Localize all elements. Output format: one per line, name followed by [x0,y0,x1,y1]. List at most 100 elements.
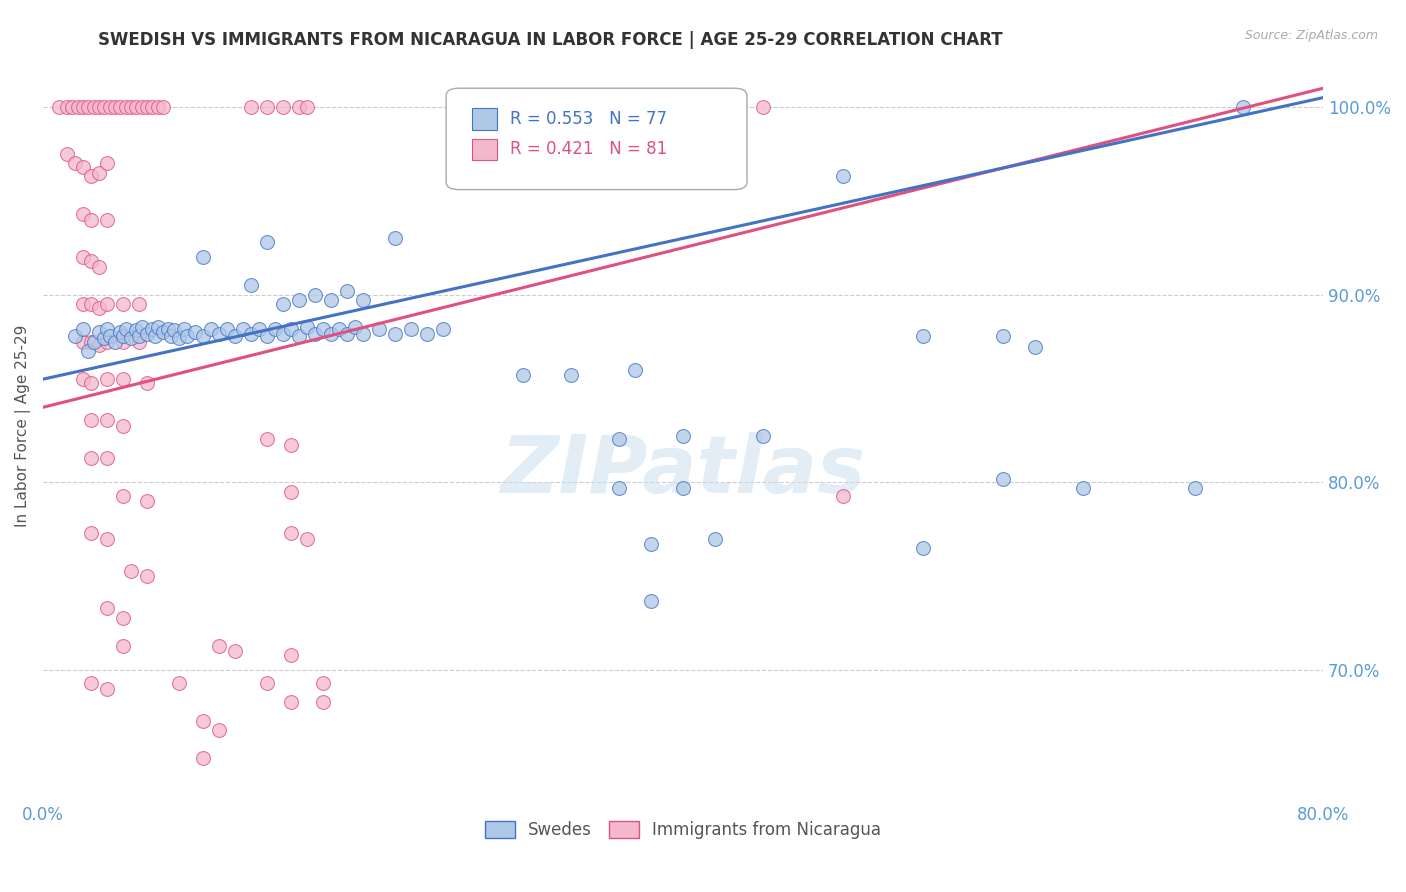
Point [295,319,318,334]
Point [115,100,138,114]
Text: ZIPatlas: ZIPatlas [501,433,866,510]
Point [1232,100,1254,114]
FancyBboxPatch shape [446,88,747,190]
Point [704,100,727,114]
Point [135,327,157,342]
Point [111,489,134,503]
Point [607,481,630,495]
Point [343,319,366,334]
Point [624,363,647,377]
Point [312,676,335,690]
Point [280,526,302,541]
Point [87,100,110,114]
Point [104,334,127,349]
Point [352,327,374,342]
Point [83,100,105,114]
Point [80,450,103,465]
Point [87,260,110,274]
Point [87,166,110,180]
Point [76,344,98,359]
Point [152,100,174,114]
Point [56,100,79,114]
Point [256,329,278,343]
Point [135,376,157,390]
Point [63,329,86,343]
Point [256,235,278,249]
Point [72,207,94,221]
Point [239,278,262,293]
Bar [472,109,498,129]
Point [128,297,150,311]
Point [96,413,118,427]
Point [208,723,231,738]
Point [63,156,86,170]
Point [146,100,169,114]
Point [560,368,582,383]
Point [128,334,150,349]
Point [215,321,238,335]
Point [991,472,1014,486]
Point [160,329,183,343]
Point [752,100,775,114]
Point [640,100,662,114]
Point [312,321,335,335]
Point [575,100,598,114]
Point [76,100,98,114]
Point [83,334,105,349]
Point [111,610,134,624]
Point [640,160,662,174]
Point [108,100,131,114]
Point [72,250,94,264]
Point [295,100,318,114]
Point [80,376,103,390]
Point [66,100,89,114]
Point [72,372,94,386]
Point [832,169,855,184]
Point [288,100,311,114]
Point [93,331,115,345]
Point [224,644,246,658]
Point [98,100,121,114]
Point [80,297,103,311]
Point [111,329,134,343]
Point [111,297,134,311]
Point [176,329,198,343]
Point [87,338,110,352]
Point [141,100,163,114]
Point [304,287,326,301]
Point [96,297,118,311]
Point [336,284,359,298]
Point [271,297,294,311]
Point [98,329,121,343]
Point [672,100,695,114]
Point [384,231,406,245]
Point [191,329,214,343]
Point [256,100,278,114]
Point [319,327,342,342]
Point [96,321,118,335]
Point [120,100,142,114]
Point [96,156,118,170]
Point [319,293,342,308]
Point [191,250,214,264]
Point [544,100,567,114]
Point [432,321,454,335]
Point [173,321,195,335]
Point [640,593,662,607]
Point [80,413,103,427]
Point [184,325,207,339]
Point [80,676,103,690]
Point [104,100,127,114]
Point [80,526,103,541]
Point [152,325,174,339]
Point [108,325,131,339]
Point [271,100,294,114]
Point [352,293,374,308]
Point [120,564,142,578]
Point [111,419,134,434]
Point [312,695,335,709]
Point [304,327,326,342]
Point [72,334,94,349]
Point [208,327,231,342]
Point [512,100,534,114]
